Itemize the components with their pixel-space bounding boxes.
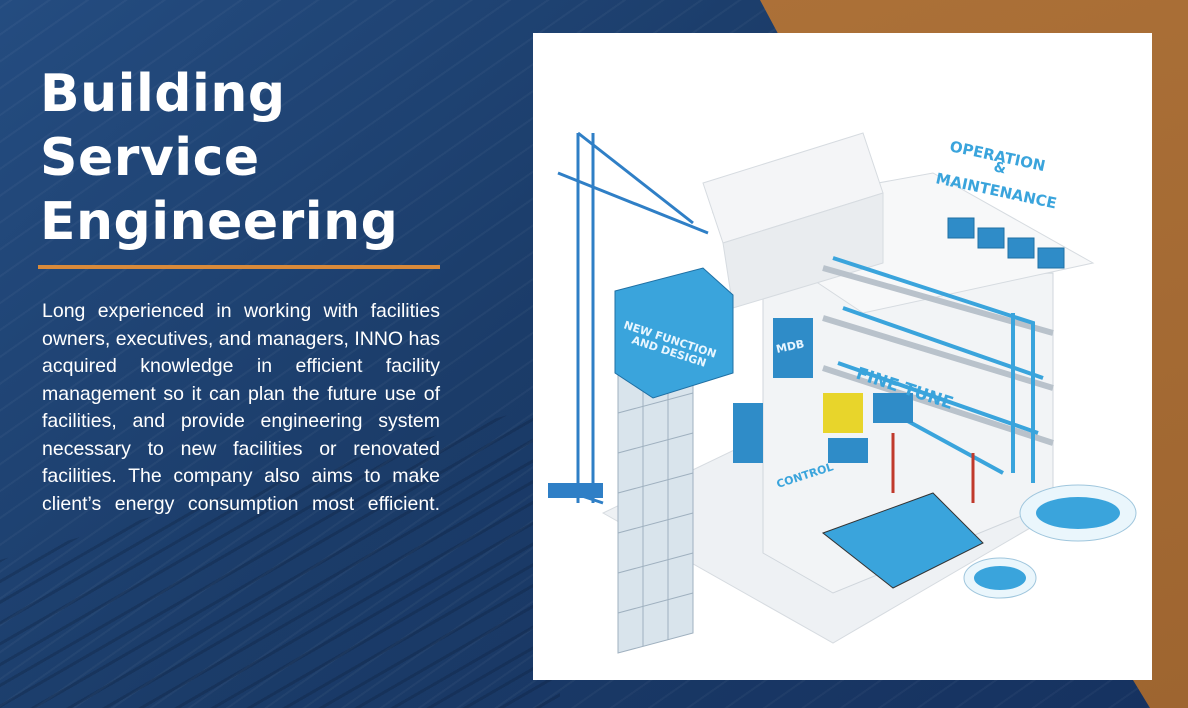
title-line-1: Building bbox=[40, 64, 286, 124]
description-text: Long experienced in working with facilit… bbox=[42, 300, 440, 515]
title-line-2: Service bbox=[40, 128, 260, 188]
title-line-3: Engineering bbox=[40, 192, 399, 252]
page-title: Building Service Engineering bbox=[40, 62, 398, 254]
title-divider bbox=[38, 265, 440, 269]
label-mdb: MDB bbox=[775, 337, 806, 356]
label-amp: & bbox=[992, 159, 1007, 177]
building-illustration: OPERATION & MAINTENANCE NEW FUNCTION AND… bbox=[548, 131, 1137, 654]
illustration-panel: OPERATION & MAINTENANCE NEW FUNCTION AND… bbox=[533, 33, 1152, 680]
